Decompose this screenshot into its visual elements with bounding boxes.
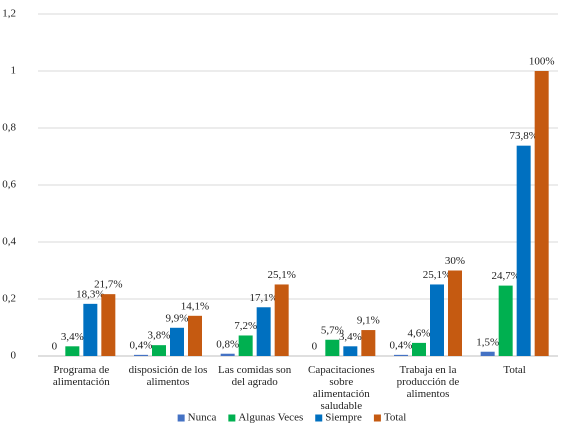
legend-swatch: [177, 414, 185, 422]
x-tick-label: Trabaja en la producción de alimentos: [396, 364, 460, 400]
y-tick-label: 1: [11, 65, 17, 77]
data-label: 9,1%: [357, 315, 380, 327]
y-tick-label: 0,8: [2, 122, 16, 134]
bar: [430, 284, 444, 356]
data-label: 9,9%: [166, 312, 189, 324]
data-label: 5,7%: [321, 324, 344, 336]
legend-label: Total: [384, 412, 406, 424]
bar: [534, 71, 549, 356]
x-tick-label: disposición de los alimentos: [128, 364, 208, 388]
data-label: 25,1%: [267, 269, 295, 281]
legend-swatch: [373, 414, 381, 422]
x-tick-label: Total: [503, 364, 526, 376]
bar: [498, 285, 513, 356]
data-label: 25,1%: [423, 269, 451, 281]
data-label: 14,1%: [181, 300, 209, 312]
data-label: 1,5%: [476, 336, 499, 348]
data-label: 0: [52, 341, 58, 353]
data-label: 18,3%: [76, 288, 104, 300]
y-tick-label: 0: [11, 350, 17, 362]
bar: [238, 335, 253, 356]
y-tick-label: 0,2: [2, 293, 16, 305]
bar: [480, 351, 495, 356]
bar: [343, 346, 358, 356]
legend-swatch: [228, 414, 236, 422]
data-label: 24,7%: [491, 270, 519, 282]
bar: [361, 330, 376, 356]
legend-label: Algunas Veces: [238, 412, 303, 424]
data-label: 4,6%: [408, 327, 431, 339]
data-label: 0,4%: [130, 339, 153, 351]
data-label: 0,4%: [390, 339, 413, 351]
data-label: 0,8%: [216, 338, 239, 350]
bar: [134, 354, 148, 356]
x-tick-label: Programa de alimentación: [52, 364, 110, 388]
data-label: 7,2%: [234, 320, 257, 332]
data-label: 73,8%: [509, 130, 537, 142]
x-tick-label: Las comidas son del agrado: [217, 364, 292, 388]
data-label: 3,4%: [339, 331, 362, 343]
data-label: 0: [312, 341, 318, 353]
legend-label: Siempre: [325, 412, 362, 424]
bar: [325, 339, 340, 356]
bar: [256, 307, 271, 356]
bar: [152, 345, 166, 356]
bar: [83, 303, 98, 356]
bar: [274, 284, 289, 356]
y-tick-label: 0,4: [2, 236, 16, 248]
legend-swatch: [315, 414, 323, 422]
bar: [188, 315, 202, 356]
bar: [516, 145, 531, 356]
bar: [220, 353, 235, 356]
bar: [101, 294, 116, 356]
legend-label: Nunca: [188, 412, 217, 424]
bar: [65, 346, 80, 356]
data-label: 21,7%: [94, 279, 122, 291]
data-label: 17,1%: [249, 292, 277, 304]
data-label: 3,4%: [61, 331, 84, 343]
data-label: 30%: [445, 255, 465, 267]
data-label: 100%: [529, 56, 555, 68]
bar: [412, 342, 426, 356]
y-tick-label: 1,2: [2, 8, 16, 20]
y-tick-label: 0,6: [2, 179, 16, 191]
bar: [448, 270, 462, 356]
x-tick-label: Capacitaciones sobre alimentación saluda…: [308, 364, 375, 412]
data-label: 3,8%: [148, 330, 171, 342]
bar: [170, 327, 184, 356]
bar: [394, 354, 408, 356]
